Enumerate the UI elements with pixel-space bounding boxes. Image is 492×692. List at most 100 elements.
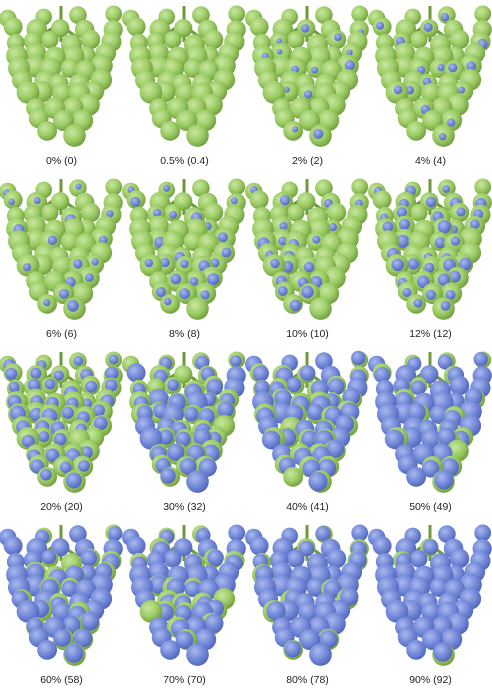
lesion-mark (279, 221, 288, 231)
lesion-mark (252, 365, 269, 382)
berry (203, 29, 224, 50)
grape-cluster (245, 5, 369, 147)
lesion-mark (351, 350, 366, 366)
berry (299, 629, 320, 650)
lesion-mark (437, 427, 456, 446)
berry (163, 31, 182, 49)
lesion-mark (413, 298, 423, 308)
lesion-mark (439, 133, 447, 141)
lesion-mark (437, 354, 453, 370)
berry (176, 283, 197, 304)
lesion-mark (230, 355, 242, 367)
lesion-mark (54, 432, 67, 446)
lesion-mark (470, 219, 480, 229)
berry (16, 81, 40, 104)
berry (406, 294, 426, 314)
lesion-mark (266, 601, 286, 621)
berry (183, 58, 203, 78)
lesion-mark (206, 378, 223, 396)
berry (69, 6, 87, 24)
lesion-mark (466, 61, 477, 72)
berry (69, 525, 87, 543)
berry (409, 204, 428, 222)
berry (474, 178, 492, 196)
berry (372, 190, 392, 210)
berry (183, 231, 203, 251)
berry (228, 351, 246, 369)
berry (80, 202, 101, 223)
lesion-mark (45, 448, 60, 462)
lesion-mark (58, 288, 70, 299)
berry (37, 294, 57, 314)
berry (315, 352, 333, 370)
lesion-mark (164, 297, 172, 306)
lesion-mark (434, 470, 454, 490)
lesion-mark (108, 354, 119, 365)
berry (105, 5, 123, 23)
berry (53, 110, 74, 131)
berry (474, 5, 492, 23)
lesion-mark (67, 299, 79, 312)
lesion-mark (447, 118, 456, 127)
lesion-mark (276, 38, 283, 44)
berry (105, 178, 123, 196)
lesion-mark (458, 257, 472, 271)
lesion-mark (437, 63, 445, 72)
berry (16, 254, 40, 277)
lesion-mark (155, 286, 167, 298)
berry (306, 403, 326, 424)
berry (139, 254, 163, 277)
panel-label: 8% (8) (169, 328, 200, 340)
lesion-mark (306, 403, 324, 421)
lesion-mark (376, 21, 385, 30)
berry (3, 17, 23, 37)
panel-label: 30% (32) (163, 501, 206, 513)
lesion-mark (384, 429, 405, 449)
berry (3, 363, 23, 383)
lesion-mark (445, 290, 456, 300)
lesion-mark (425, 196, 437, 208)
lesion-mark (189, 277, 199, 286)
berry (163, 204, 182, 222)
berry (139, 81, 163, 104)
panel: 40% (41) (245, 346, 369, 519)
berry (262, 81, 286, 104)
panel: 2% (2) (245, 0, 369, 173)
lesion-mark (38, 431, 50, 443)
berry (63, 470, 86, 493)
lesion-mark (61, 580, 78, 597)
berry (315, 525, 333, 543)
lesion-mark (473, 352, 488, 367)
berry (385, 254, 409, 277)
berry (309, 297, 332, 320)
berry (203, 375, 224, 396)
berry (60, 231, 80, 251)
lesion-mark (450, 236, 461, 246)
lesion-mark (62, 615, 81, 634)
grape-cluster (0, 351, 123, 493)
lesion-mark (393, 85, 403, 94)
berry (186, 643, 209, 666)
grape-cluster (245, 524, 369, 666)
panel: 0% (0) (0, 0, 123, 173)
lesion-mark (278, 236, 287, 246)
berry (306, 231, 326, 251)
lesion-mark (456, 207, 466, 217)
berry (80, 29, 101, 50)
panel: 50% (49) (368, 346, 492, 519)
panel: 8% (8) (122, 173, 246, 346)
berry (37, 467, 57, 487)
berry (432, 297, 455, 320)
lesion-mark (73, 355, 84, 366)
lesion-mark (59, 461, 72, 473)
lesion-mark (207, 273, 220, 286)
lesion-mark (152, 208, 162, 218)
berry (69, 352, 87, 370)
lesion-mark (180, 259, 189, 269)
berry (51, 365, 70, 384)
berry (420, 19, 439, 38)
berry (438, 525, 456, 543)
lesion-mark (298, 540, 315, 557)
lesion-mark (344, 60, 355, 71)
berry (126, 190, 146, 210)
